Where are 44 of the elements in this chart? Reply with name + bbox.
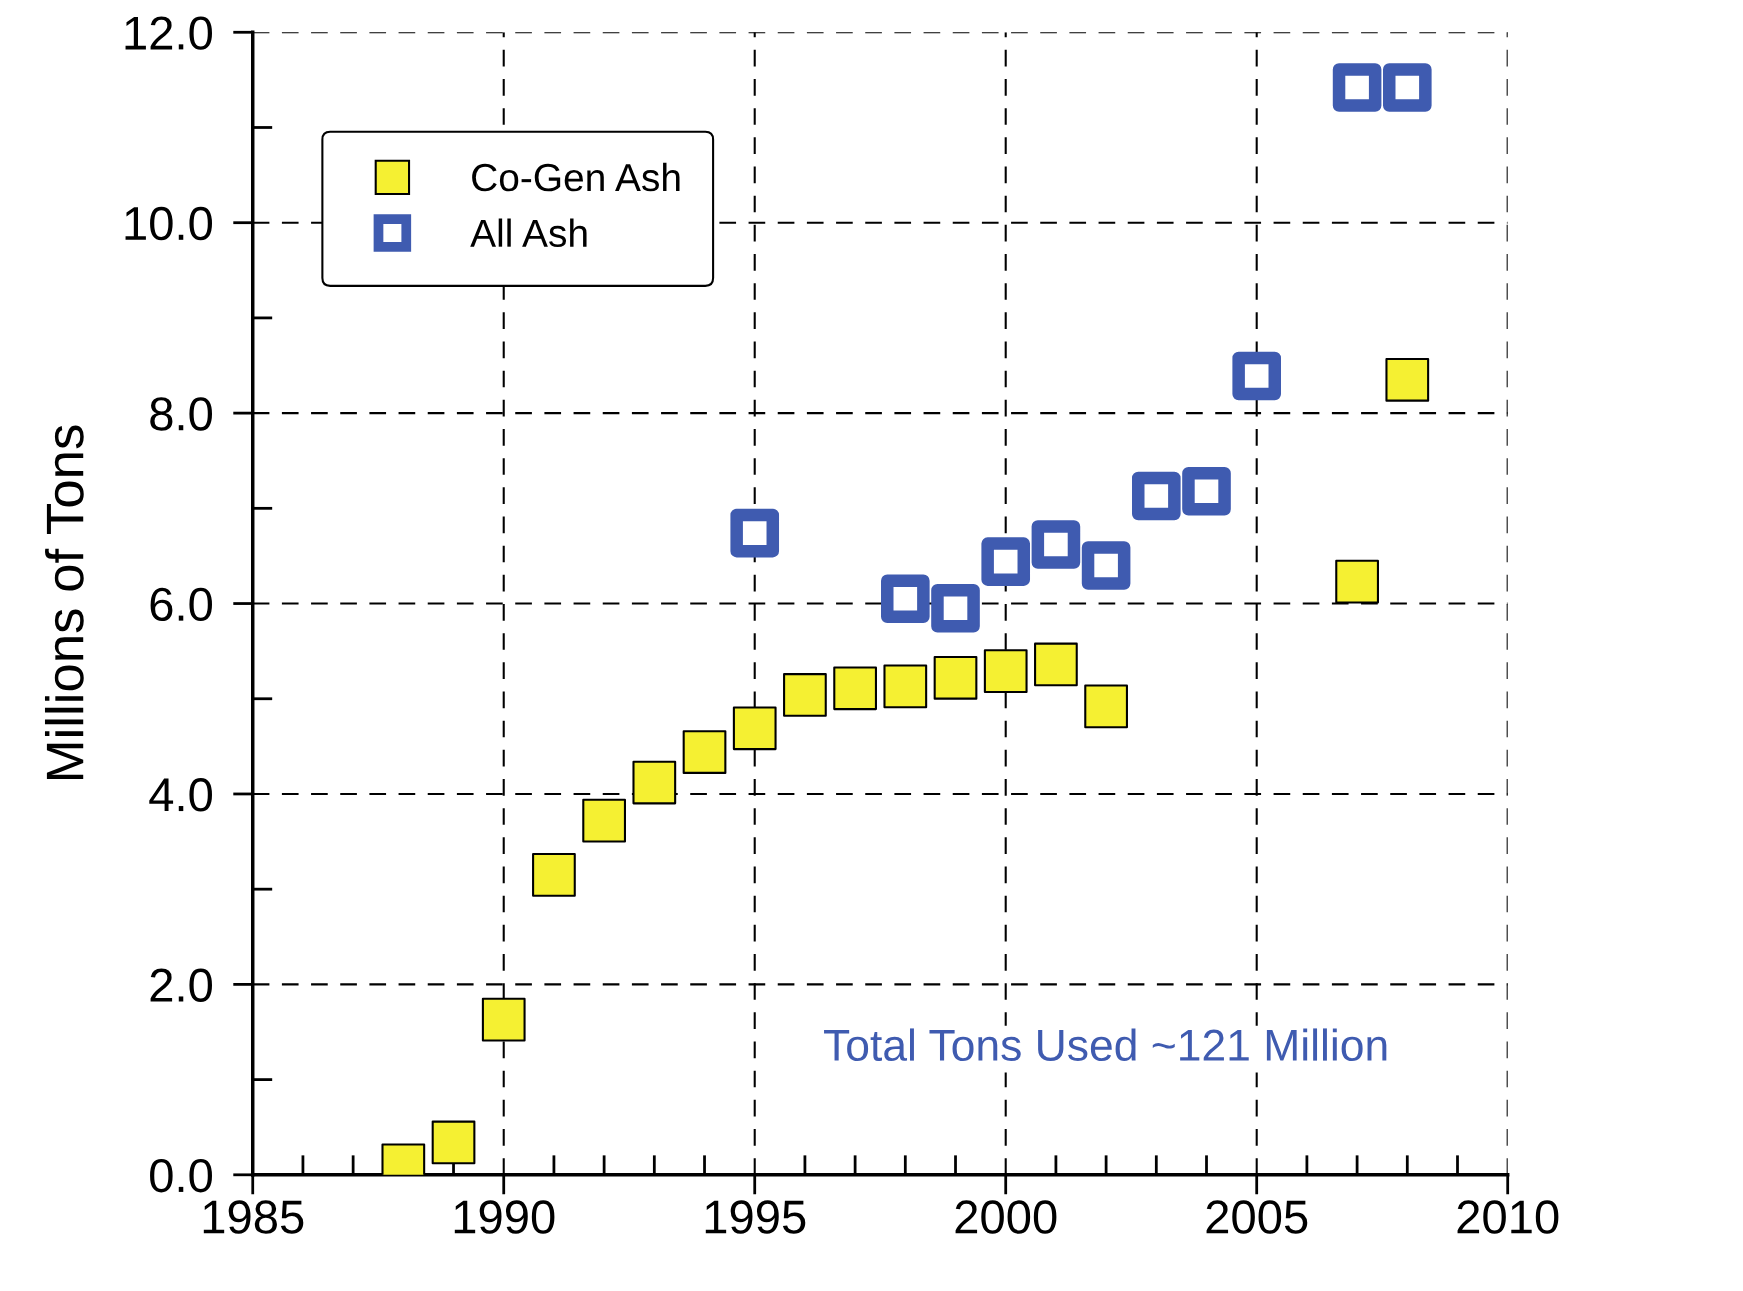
point (1031, 520, 1081, 569)
point (1385, 357, 1430, 402)
x-tick-label: 1990 (454, 1200, 555, 1234)
point (632, 760, 677, 805)
y-axis-title: Millions of Tons (44, 425, 84, 780)
point (1335, 559, 1379, 604)
point (931, 584, 980, 633)
y-tick-label: 2.0 (150, 968, 213, 1002)
point (481, 997, 526, 1042)
legend-label: All Ash (470, 218, 587, 248)
y-tick-label: 8.0 (150, 397, 213, 431)
point (1081, 541, 1131, 590)
y-tick-label: 10.0 (125, 206, 213, 241)
x-tick-label: 1985 (203, 1200, 304, 1234)
point (1332, 63, 1382, 112)
point (682, 730, 727, 774)
point (1132, 471, 1181, 521)
point (833, 666, 877, 711)
y-tick-label: 4.0 (149, 778, 213, 812)
point (532, 853, 576, 897)
point (1084, 684, 1128, 729)
x-tick-label: 2000 (955, 1200, 1057, 1234)
point (1232, 351, 1282, 401)
point (1182, 466, 1231, 516)
point (1382, 63, 1432, 112)
point (732, 706, 777, 751)
y-tick-label: 12.0 (125, 16, 213, 50)
point (981, 537, 1031, 586)
legend-label: Co-Gen Ash (472, 162, 680, 192)
point (582, 798, 626, 843)
point (983, 649, 1028, 694)
y-tick-label: 6.0 (150, 587, 213, 622)
x-tick-label: 1995 (705, 1200, 806, 1234)
point (1034, 642, 1078, 687)
annotation: Total Tons Used ~121 Million (824, 1028, 1387, 1062)
x-tick-label: 2005 (1206, 1200, 1308, 1234)
point (783, 673, 827, 717)
point (881, 574, 930, 624)
y-tick-label: 0.0 (150, 1158, 213, 1193)
x-tick-label: 2010 (1457, 1200, 1559, 1234)
point (933, 655, 978, 700)
point (730, 508, 780, 558)
point (883, 664, 928, 709)
point (431, 1120, 476, 1165)
